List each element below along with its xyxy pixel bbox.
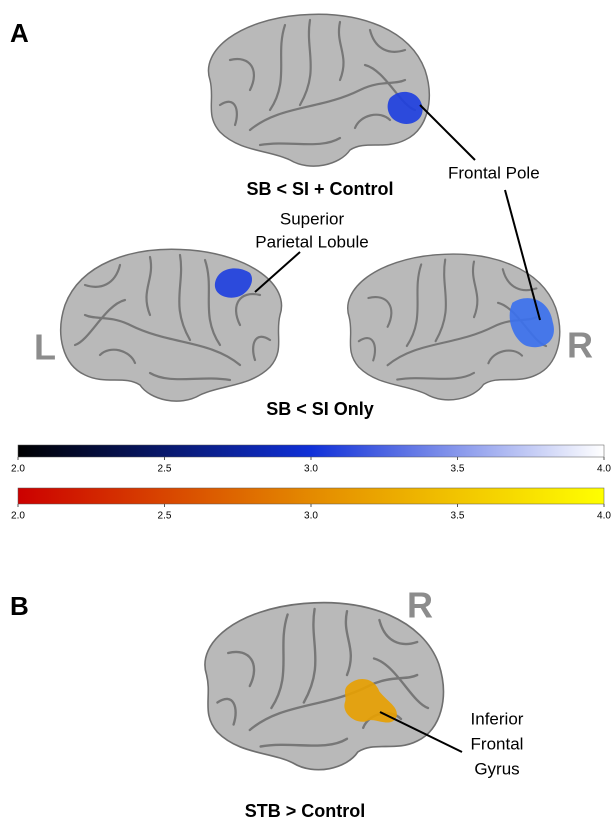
tick-label: 3.5	[451, 464, 465, 475]
annotation: Gyrus	[474, 759, 519, 778]
annotation: Frontal Pole	[448, 163, 540, 182]
annotation: Inferior	[471, 709, 524, 728]
tick-label: 4.0	[597, 464, 611, 475]
tick-label: 2.5	[158, 511, 172, 522]
brain-bottom	[205, 603, 443, 770]
hemisphere-label: R	[407, 585, 433, 626]
caption: SB < SI Only	[266, 399, 374, 419]
leader-line	[420, 105, 475, 160]
hemisphere-label: R	[567, 325, 593, 366]
figure: A SB < SI + Control Frontal Pole Superio…	[0, 0, 614, 823]
tick-label: 2.5	[158, 464, 172, 475]
brain-top	[208, 14, 429, 166]
caption: SB < SI + Control	[246, 179, 393, 199]
tick-label: 3.0	[304, 511, 318, 522]
tick-label: 2.0	[11, 511, 25, 522]
panel-label: B	[10, 591, 29, 621]
panel-label: A	[10, 18, 29, 48]
tick-label: 3.5	[451, 511, 465, 522]
annotation: Frontal	[471, 734, 524, 753]
colorbar	[18, 488, 604, 504]
leader-line	[255, 252, 300, 292]
tick-label: 3.0	[304, 464, 318, 475]
tick-label: 2.0	[11, 464, 25, 475]
annotation: Superior	[280, 209, 345, 228]
tick-label: 4.0	[597, 511, 611, 522]
annotation: Parietal Lobule	[255, 232, 368, 251]
caption: STB > Control	[245, 801, 366, 821]
colorbar	[18, 445, 604, 457]
hemisphere-label: L	[34, 327, 56, 368]
brain-left	[61, 249, 282, 401]
colorbars: 2.0 2.5 3.0 3.5 4.0 2.0 2.5 3.0 3.5 4.0	[11, 445, 611, 522]
